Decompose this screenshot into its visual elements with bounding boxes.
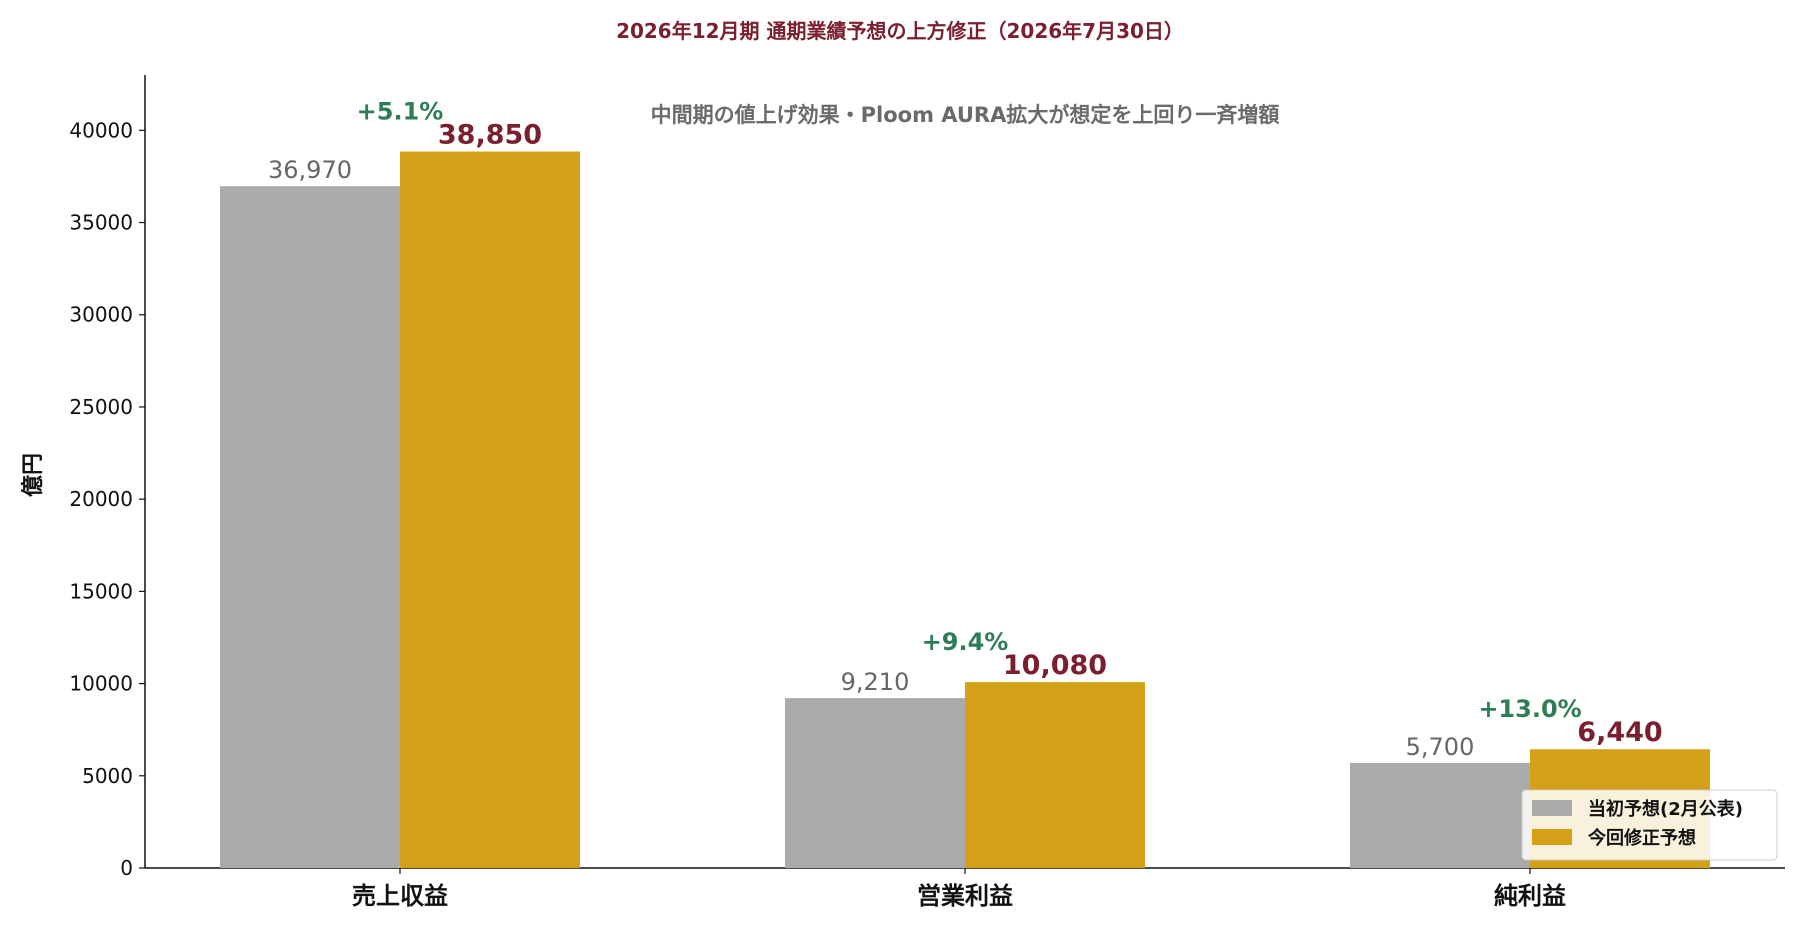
x-tick-label: 売上収益 [352, 882, 448, 910]
chart-title: 2026年12月期 通期業績予想の上方修正（2026年7月30日） [616, 19, 1184, 43]
y-tick-label: 0 [120, 856, 133, 880]
y-tick-label: 25000 [69, 395, 133, 419]
chart-annotation: 中間期の値上げ効果・Ploom AURA拡大が想定を上回り一斉増額 [651, 103, 1280, 127]
y-tick-label: 10000 [69, 672, 133, 696]
data-label-revised: 38,850 [438, 120, 542, 151]
data-label-initial: 36,970 [268, 156, 352, 184]
y-tick-label: 5000 [82, 764, 133, 788]
y-tick-label: 40000 [69, 118, 133, 142]
data-label-revised: 10,080 [1003, 650, 1107, 681]
data-label-initial: 5,700 [1406, 733, 1475, 761]
legend-swatch [1532, 829, 1572, 845]
bar-revised-forecast [965, 682, 1145, 868]
y-tick-label: 15000 [69, 579, 133, 603]
legend-entry: 今回修正予想 [1588, 827, 1696, 849]
bar-revised-forecast [400, 151, 580, 869]
x-tick-label: 営業利益 [917, 882, 1013, 910]
change-percent-label: +5.1% [357, 98, 444, 126]
legend-entry: 当初予想(2月公表) [1588, 798, 1743, 820]
data-label-initial: 9,210 [841, 668, 910, 696]
bar-initial-forecast [1350, 762, 1530, 868]
change-percent-label: +9.4% [922, 628, 1009, 656]
bar-initial-forecast [220, 186, 400, 869]
y-tick-label: 35000 [69, 211, 133, 235]
y-tick-label: 30000 [69, 303, 133, 327]
plot-area: 0 5000 10000 15000 20000 25000 30000 35000 40000… [69, 75, 1785, 910]
data-label-revised: 6,440 [1577, 717, 1662, 748]
change-percent-label: +13.0% [1478, 695, 1581, 723]
y-tick-label: 20000 [69, 487, 133, 511]
legend: 当初予想(2月公表) 今回修正予想 [1521, 789, 1778, 861]
bar-initial-forecast [785, 698, 965, 868]
y-axis-label: 億円 [20, 453, 46, 497]
x-tick-label: 純利益 [1494, 882, 1566, 910]
legend-swatch [1532, 800, 1572, 816]
legend-box [1521, 789, 1778, 861]
